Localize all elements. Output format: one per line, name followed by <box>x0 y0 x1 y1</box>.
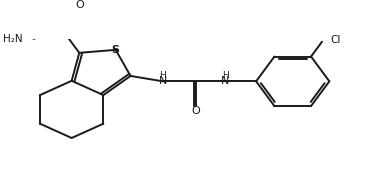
Text: H₂N: H₂N <box>3 34 23 44</box>
Text: N: N <box>159 76 167 86</box>
Text: H: H <box>160 71 166 80</box>
Text: O: O <box>76 0 85 10</box>
Text: Cl: Cl <box>330 35 341 45</box>
Text: S: S <box>112 45 120 55</box>
Text: H: H <box>222 71 228 80</box>
Text: N: N <box>221 76 229 86</box>
Text: O: O <box>191 106 200 116</box>
